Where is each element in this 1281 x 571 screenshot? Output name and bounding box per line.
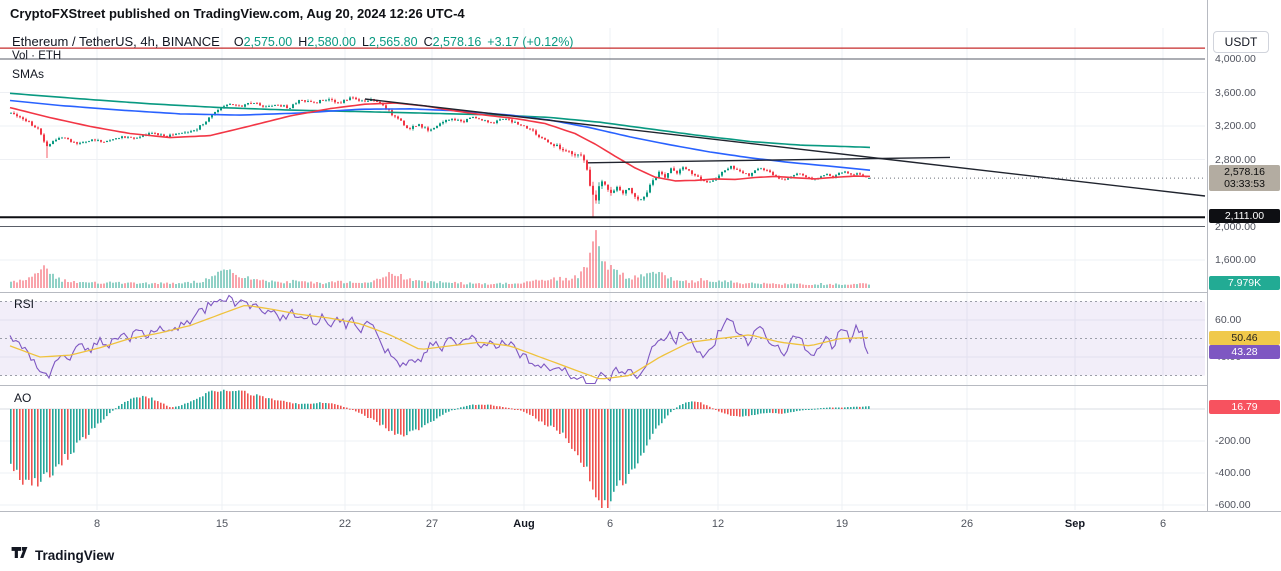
volume-legend[interactable]: Vol · ETH (12, 50, 62, 62)
time-axis-label: 6 (1159, 518, 1167, 530)
ohlc-close-value: 2,578.16 (432, 35, 482, 49)
volume-value-badge: 7.979K (1209, 276, 1280, 290)
time-axis-label: 8 (93, 518, 101, 530)
price-change-value: +3.17 (+0.12%) (487, 35, 574, 49)
rsi-ma-value-badge: 50.46 (1209, 331, 1280, 345)
ohlc-low-label: L (361, 35, 369, 49)
price-axis-label: 2,000.00 (1215, 220, 1256, 233)
smas-legend[interactable]: SMAs (12, 67, 45, 81)
ao-axis-label: -600.00 (1215, 499, 1251, 511)
footer: TradingView (10, 543, 114, 567)
currency-button[interactable]: USDT (1213, 31, 1269, 53)
ao-legend[interactable]: AO (14, 391, 32, 405)
ao-value-badge: 16.79 (1209, 400, 1280, 414)
last-price-badge: 2,578.16 03:33:53 (1209, 165, 1280, 191)
time-axis-label: 12 (711, 518, 725, 530)
price-axis-label: 4,000.00 (1215, 53, 1256, 65)
chart-canvas[interactable] (0, 0, 1207, 511)
ohlc-open-value: 2,575.00 (243, 35, 293, 49)
ao-axis-label: -200.00 (1215, 435, 1251, 447)
last-price-value: 2,578.16 (1224, 166, 1265, 178)
symbol-title[interactable]: Ethereum / TetherUS, 4h, BINANCE (12, 34, 220, 49)
symbol-legend[interactable]: Ethereum / TetherUS, 4h, BINANCE O2,575.0… (12, 34, 573, 49)
rsi-axis-label: 60.00 (1215, 314, 1242, 326)
time-axis-label: Aug (513, 518, 535, 530)
pane-separator (0, 292, 1281, 293)
tradingview-logo-icon[interactable] (10, 543, 29, 567)
time-axis-label: 26 (960, 518, 974, 530)
time-axis-label: 22 (338, 518, 352, 530)
time-axis-label: Sep (1064, 518, 1086, 530)
price-axis-label: 3,200.00 (1215, 120, 1256, 132)
time-axis-label: 6 (606, 518, 614, 530)
price-axis-label: 3,600.00 (1215, 86, 1256, 99)
price-axis[interactable]: USDT 4,000.00 3,600.00 3,200.00 2,800.00 2,0… (1207, 0, 1281, 537)
ohlc-high-label: H (298, 35, 308, 49)
candle-countdown: 03:33:53 (1224, 178, 1265, 190)
price-axis-label: 2,800.00 (1215, 153, 1256, 166)
price-axis-label: 1,600.00 (1215, 254, 1256, 266)
support-price-badge: 2,111.00 (1209, 209, 1280, 223)
tradingview-brand[interactable]: TradingView (35, 547, 115, 563)
ohlc-open-label: O (233, 35, 244, 49)
time-axis-label: 19 (835, 518, 849, 530)
rsi-legend[interactable]: RSI (14, 297, 35, 311)
attribution-text: CryptoFXStreet published on TradingView.… (10, 6, 465, 21)
time-axis-label: 27 (425, 518, 439, 530)
time-axis-label: 15 (215, 518, 229, 530)
ohlc-high-value: 2,580.00 (307, 35, 356, 49)
pane-separator (0, 385, 1281, 386)
time-axis[interactable]: 8 15 22 27 Aug 6 12 19 26 Sep 6 (0, 511, 1281, 537)
ohlc-low-value: 2,565.80 (368, 35, 418, 49)
ohlc-close-label: C (423, 35, 433, 49)
ao-axis-label: -400.00 (1215, 467, 1251, 479)
rsi-value-badge: 43.28 (1209, 345, 1280, 359)
